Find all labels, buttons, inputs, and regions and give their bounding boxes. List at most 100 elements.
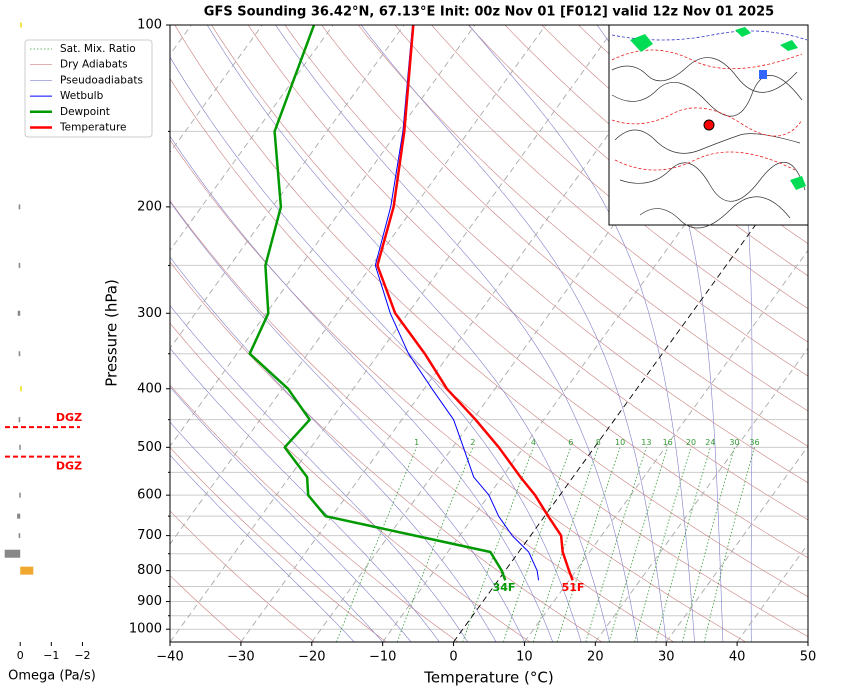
x-axis-label: Temperature (°C) xyxy=(423,669,553,687)
pseudoadiabat xyxy=(170,305,468,642)
y-tick-label: 500 xyxy=(137,440,162,455)
omega-tick-label: −1 xyxy=(43,649,59,662)
omega-bar xyxy=(18,417,21,423)
mixing-ratio-line xyxy=(608,447,669,642)
map-high xyxy=(759,70,767,79)
x-tick-label: 30 xyxy=(658,650,675,665)
omega-bar xyxy=(17,513,21,519)
dgz-label: DGZ xyxy=(56,411,82,424)
map-location xyxy=(703,119,715,131)
x-tick-label: −30 xyxy=(227,650,254,665)
mixing-ratio-line xyxy=(503,447,572,642)
x-tick-label: 40 xyxy=(729,650,746,665)
legend-label: Wetbulb xyxy=(60,90,104,102)
mixing-ratio-label: 30 xyxy=(729,438,739,447)
omega-bar xyxy=(18,204,21,210)
omega-bar xyxy=(20,22,22,28)
legend-label: Dry Adiabats xyxy=(60,59,128,71)
pseudoadiabat xyxy=(468,25,695,642)
dry-adiabat xyxy=(170,139,746,642)
pseudoadiabat xyxy=(170,56,582,642)
legend-label: Temperature xyxy=(59,122,127,134)
y-tick-label: 900 xyxy=(137,594,162,609)
map-precip xyxy=(630,27,806,190)
x-tick-label: 20 xyxy=(587,650,604,665)
isotherm xyxy=(524,249,808,642)
pseudoadiabat xyxy=(170,347,440,642)
dry-adiabat xyxy=(394,25,808,377)
omega-bar xyxy=(18,533,21,539)
mixing-ratio-label: 1 xyxy=(414,438,419,447)
legend-label: Dewpoint xyxy=(60,106,110,118)
legend-label: Sat. Mix. Ratio xyxy=(60,43,136,55)
mixing-ratio-label: 20 xyxy=(686,438,696,447)
dry-adiabat xyxy=(174,25,808,598)
mixing-ratio-label: 10 xyxy=(615,438,625,447)
mixing-ratio-label: 4 xyxy=(531,438,536,447)
pseudoadiabat xyxy=(170,454,355,642)
mixing-ratio-line xyxy=(634,447,692,642)
y-tick-label: 100 xyxy=(137,18,162,33)
omega-tick-label: 0 xyxy=(17,649,24,662)
mixing-ratio-line xyxy=(655,447,711,642)
y-tick-label: 700 xyxy=(137,528,162,543)
mixing-ratio-label: 8 xyxy=(596,438,601,447)
x-tick-label: −40 xyxy=(156,650,183,665)
omega-bar xyxy=(4,549,21,558)
plot-frame xyxy=(169,24,809,643)
y-tick-label: 300 xyxy=(137,306,162,321)
dry-adiabat xyxy=(468,25,808,309)
y-tick-label: 600 xyxy=(137,488,162,503)
omega-bar xyxy=(18,351,21,357)
pseudoadiabat xyxy=(715,25,753,642)
x-tick-label: 0 xyxy=(449,650,457,665)
plot-area xyxy=(170,25,808,642)
omega-bar xyxy=(19,444,21,450)
surface-temperature-label: 51F xyxy=(562,581,585,594)
x-tick-label: 50 xyxy=(800,650,817,665)
dgz-label: DGZ xyxy=(56,460,82,473)
isotherm xyxy=(170,25,476,447)
mixing-ratio-label: 36 xyxy=(749,438,759,447)
map-isotherm xyxy=(611,30,808,41)
dry-adiabat xyxy=(170,200,674,642)
pseudoadiabat xyxy=(170,256,497,642)
pseudoadiabat xyxy=(596,25,724,642)
x-tick-label: 10 xyxy=(516,650,533,665)
omega-axis-label: Omega (Pa/s) xyxy=(8,669,96,684)
mixing-ratio-label: 2 xyxy=(470,438,475,447)
legend-label: Pseudoadiabats xyxy=(60,74,143,86)
dry-adiabat xyxy=(431,25,808,343)
legend: Sat. Mix. Ratio Dry Adiabats Pseudoadiabat… xyxy=(24,39,153,138)
mixing-ratio-line xyxy=(335,447,417,642)
y-tick-label: 400 xyxy=(137,381,162,396)
mixing-ratio-line xyxy=(556,447,621,642)
dry-adiabat xyxy=(170,447,387,642)
legend-frame xyxy=(24,39,153,138)
profile-line xyxy=(248,25,507,581)
y-tick-label: 1000 xyxy=(129,622,162,637)
isotherm xyxy=(453,151,808,642)
mixing-ratio-label: 6 xyxy=(568,438,573,447)
mixing-ratio-label: 24 xyxy=(705,438,715,447)
dry-adiabat xyxy=(247,25,808,521)
y-tick-label: 200 xyxy=(137,199,162,214)
dry-adiabat xyxy=(284,25,808,484)
isotherm xyxy=(170,25,334,252)
dry-adiabat xyxy=(170,261,603,642)
mixing-ratio-line xyxy=(585,447,647,642)
pseudoadiabat xyxy=(275,25,639,642)
profile-line xyxy=(374,25,540,581)
inset-map xyxy=(608,24,809,229)
y-tick-label: 800 xyxy=(137,563,162,578)
dry-adiabat xyxy=(170,384,459,642)
omega-bar xyxy=(17,310,21,316)
dry-adiabat xyxy=(321,25,808,447)
pseudoadiabat xyxy=(360,25,667,642)
pseudoadiabat xyxy=(170,386,412,642)
mixing-ratio-line xyxy=(532,447,599,642)
isotherm xyxy=(170,25,263,154)
chart-title: GFS Sounding 36.42°N, 67.13°E Init: 00z … xyxy=(204,5,774,20)
